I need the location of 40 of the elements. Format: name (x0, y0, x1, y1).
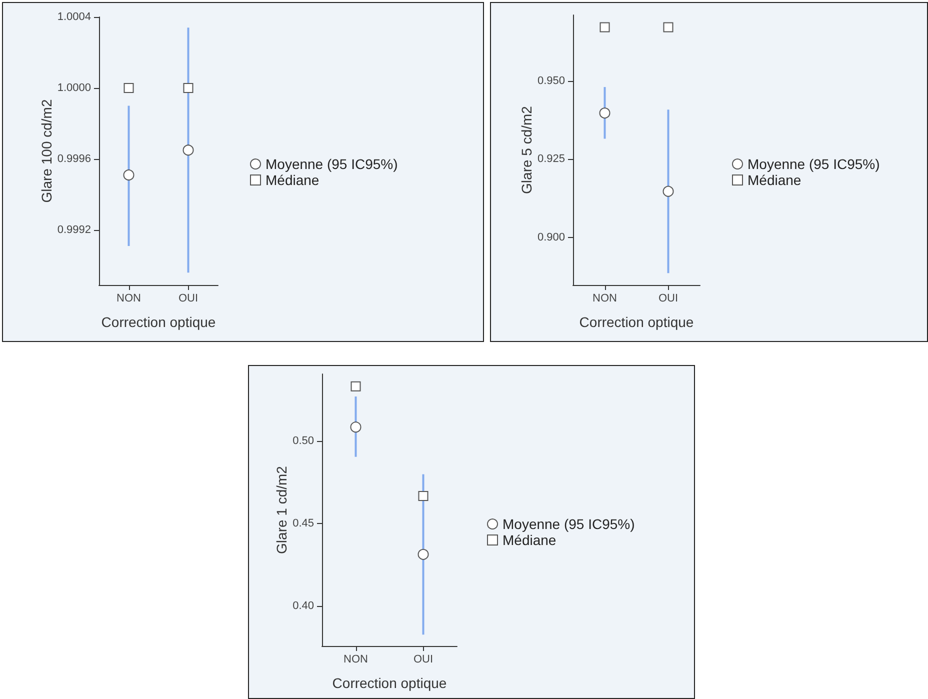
point (350, 381, 361, 392)
y-tick-label: 1.0004 (57, 11, 91, 23)
legend-label: Médiane (266, 172, 320, 188)
x-tick-label: NON (344, 654, 368, 666)
x-tick-label: NON (592, 292, 618, 304)
x-tick-label: OUI (658, 292, 678, 304)
point (663, 22, 674, 32)
y-tick-label: 0.9992 (57, 224, 91, 236)
y-tick-label: 0.925 (537, 153, 565, 166)
x-tick-label: OUI (413, 654, 434, 666)
y-tick-label: 0.950 (537, 74, 565, 87)
point (123, 169, 134, 180)
point (662, 186, 674, 197)
point (418, 491, 428, 502)
y-axis-title: Glare 5 cd/m2 (518, 106, 535, 194)
x-axis-title: Correction optique (579, 314, 694, 330)
y-tick-label: 0.40 (292, 600, 314, 612)
y-tick-label: 1.0000 (57, 82, 91, 94)
point (599, 108, 610, 119)
x-axis-title: Correction optique (332, 675, 447, 691)
point (183, 82, 194, 93)
point (600, 22, 610, 32)
point (350, 422, 362, 433)
y-tick-label: 0.50 (292, 434, 314, 447)
point (182, 144, 194, 156)
legend-label: Médiane (748, 172, 802, 188)
y-tick-label: 0.45 (292, 517, 314, 530)
legend-label: Moyenne (95 IC95%) (502, 516, 635, 532)
point (124, 82, 134, 93)
legend-label: Médiane (502, 532, 556, 548)
point (418, 548, 429, 560)
x-tick-label: OUI (178, 292, 198, 304)
y-axis-title: Glare 100 cd/m2 (38, 99, 54, 203)
y-tick-label: 0.900 (537, 231, 565, 244)
x-axis-title: Correction optique (101, 314, 216, 330)
y-tick-label: 0.9996 (57, 152, 91, 165)
y-axis-title: Glare 1 cd/m2 (274, 466, 290, 554)
legend-label: Moyenne (95 IC95%) (266, 156, 398, 172)
x-tick-label: NON (116, 292, 142, 304)
legend-label: Moyenne (95 IC95%) (748, 156, 880, 172)
